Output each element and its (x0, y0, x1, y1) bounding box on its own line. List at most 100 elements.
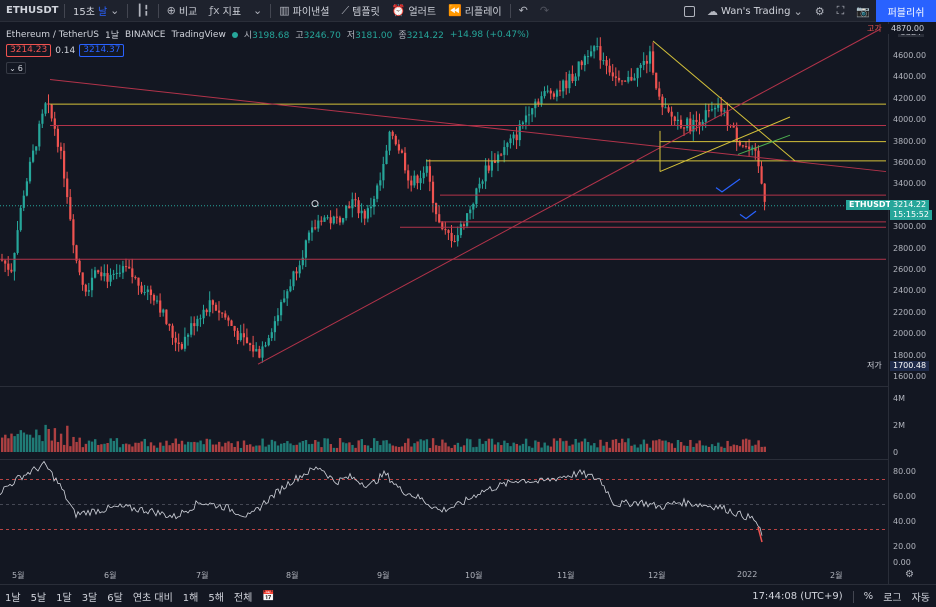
volume-bar (47, 429, 50, 452)
percent-toggle[interactable]: % (863, 591, 874, 602)
redo-button[interactable]: ↷ (534, 0, 555, 22)
candle-body (441, 222, 444, 230)
financials-button[interactable]: ▥ 파이낸셜 (273, 0, 335, 22)
alerts-button[interactable]: ⏰ 얼러트 (386, 0, 442, 22)
replay-button[interactable]: ⏪ 리플레이 (442, 0, 508, 22)
fullscreen-toggle[interactable] (678, 0, 701, 22)
candle-body (534, 101, 537, 109)
time-axis-settings-icon[interactable]: ⚙ (905, 569, 914, 580)
date-range-button[interactable]: 5날 (30, 592, 47, 604)
date-range-button[interactable]: 3달 (81, 592, 98, 604)
chart-type-button[interactable]: ┃╏ (130, 0, 155, 22)
volume-bar (87, 440, 91, 452)
candle-body (152, 295, 156, 301)
candle-body (242, 333, 245, 338)
symbol-search[interactable]: ETHUSDT (6, 5, 59, 16)
volume-bar (571, 444, 574, 452)
volume-bar (363, 445, 367, 452)
volume-bar (354, 447, 357, 452)
change-value: +14.98 (+0.47%) (449, 29, 530, 40)
publish-button[interactable]: 퍼블리쉬 (876, 0, 936, 22)
volume-bar (574, 438, 577, 452)
layout-menu[interactable]: ☁ Wan's Trading ⌄ (701, 0, 809, 22)
volume-bar (78, 437, 81, 452)
volume-tick: 0 (893, 448, 899, 457)
volume-bar (137, 442, 140, 452)
candle-body (531, 108, 534, 115)
legend-collapse-button[interactable]: ⌄ 6 (6, 62, 26, 74)
candle-body (218, 310, 221, 313)
compare-label: 비교 (178, 7, 198, 18)
volume-bar (655, 440, 658, 452)
candle-body (400, 150, 404, 153)
date-range-button[interactable]: 1해 (182, 592, 199, 604)
candle-body (112, 273, 115, 275)
candle-body (528, 114, 531, 116)
date-range-button[interactable]: 5해 (208, 592, 224, 604)
indicators-button[interactable]: ƒx 지표 (203, 0, 247, 22)
clock[interactable]: 17:44:08 (UTC+9) (752, 591, 843, 602)
legend-source: TradingView (171, 29, 226, 40)
templates-button[interactable]: ⟋ 템플릿 (335, 0, 385, 22)
drawing-layer[interactable] (0, 28, 887, 365)
interval-active[interactable]: 날 (97, 7, 108, 18)
volume-bar (109, 438, 112, 452)
auto-toggle[interactable]: 자동 (911, 593, 930, 604)
volume-bar (757, 440, 760, 452)
volume-bar (425, 439, 429, 452)
candle-body (667, 107, 670, 112)
volume-bar (720, 446, 723, 452)
candle-body (363, 210, 366, 219)
candle-body (72, 219, 75, 246)
volume-bar (311, 443, 314, 452)
compare-button[interactable]: ⊕ 비교 (161, 0, 204, 22)
chevron-down-icon[interactable]: ⌄ (110, 4, 120, 17)
log-toggle[interactable]: 로그 (883, 593, 902, 604)
volume-bar (453, 444, 456, 452)
settings-button[interactable]: ⚙ (809, 0, 831, 22)
volume-bar (38, 435, 41, 452)
volume-bar (249, 444, 252, 452)
price-tick: 2000.00 (893, 329, 927, 339)
candle-body (22, 195, 25, 208)
legend-interval: 1날 (105, 31, 120, 41)
fullscreen-button[interactable]: ⛶ (831, 0, 851, 22)
interval-option[interactable]: 15초 (73, 7, 95, 18)
candle-body (481, 181, 484, 184)
candle-body (69, 197, 72, 220)
time-tick: 5월 (12, 571, 25, 580)
date-range-button[interactable]: 1달 (56, 592, 72, 604)
volume-bar (735, 445, 739, 452)
buy-price[interactable]: 3214.37 (79, 44, 125, 57)
candle-body (134, 277, 137, 279)
date-range-button[interactable]: 연초 대비 (132, 592, 173, 604)
pane-divider[interactable] (0, 459, 888, 460)
pane-divider[interactable] (0, 386, 888, 387)
goto-date-button[interactable]: 📅 (257, 591, 279, 602)
candle-body (422, 172, 425, 179)
volume-bar (348, 442, 351, 452)
candle-body (44, 103, 47, 114)
sell-price[interactable]: 3214.23 (6, 44, 52, 57)
date-range-button[interactable]: 1날 (5, 592, 21, 604)
indicators-menu[interactable]: ⌄ (247, 0, 268, 22)
undo-button[interactable]: ↶ (513, 0, 534, 22)
volume-bar (466, 438, 469, 452)
snapshot-button[interactable]: 📷 (850, 0, 876, 22)
interval-selector[interactable]: 15초 날 ⌄ (67, 0, 125, 22)
volume-bar (481, 443, 484, 452)
candle-body (586, 56, 590, 58)
chevron-down-icon: ⌄ (9, 63, 16, 73)
volume-bar (205, 438, 208, 452)
volume-bar (404, 442, 407, 452)
volume-bar (264, 446, 267, 452)
candle-body (311, 227, 314, 233)
date-range-button[interactable]: 전체 (233, 592, 253, 604)
volume-bar (22, 432, 26, 452)
candle-body (131, 268, 134, 278)
date-range-button[interactable]: 6달 (107, 592, 123, 604)
cloud-icon: ☁ (706, 4, 718, 18)
legend-title[interactable]: Ethereum / TetherUS (6, 29, 99, 40)
candle-body (106, 273, 109, 282)
chart-canvas[interactable] (0, 22, 936, 584)
